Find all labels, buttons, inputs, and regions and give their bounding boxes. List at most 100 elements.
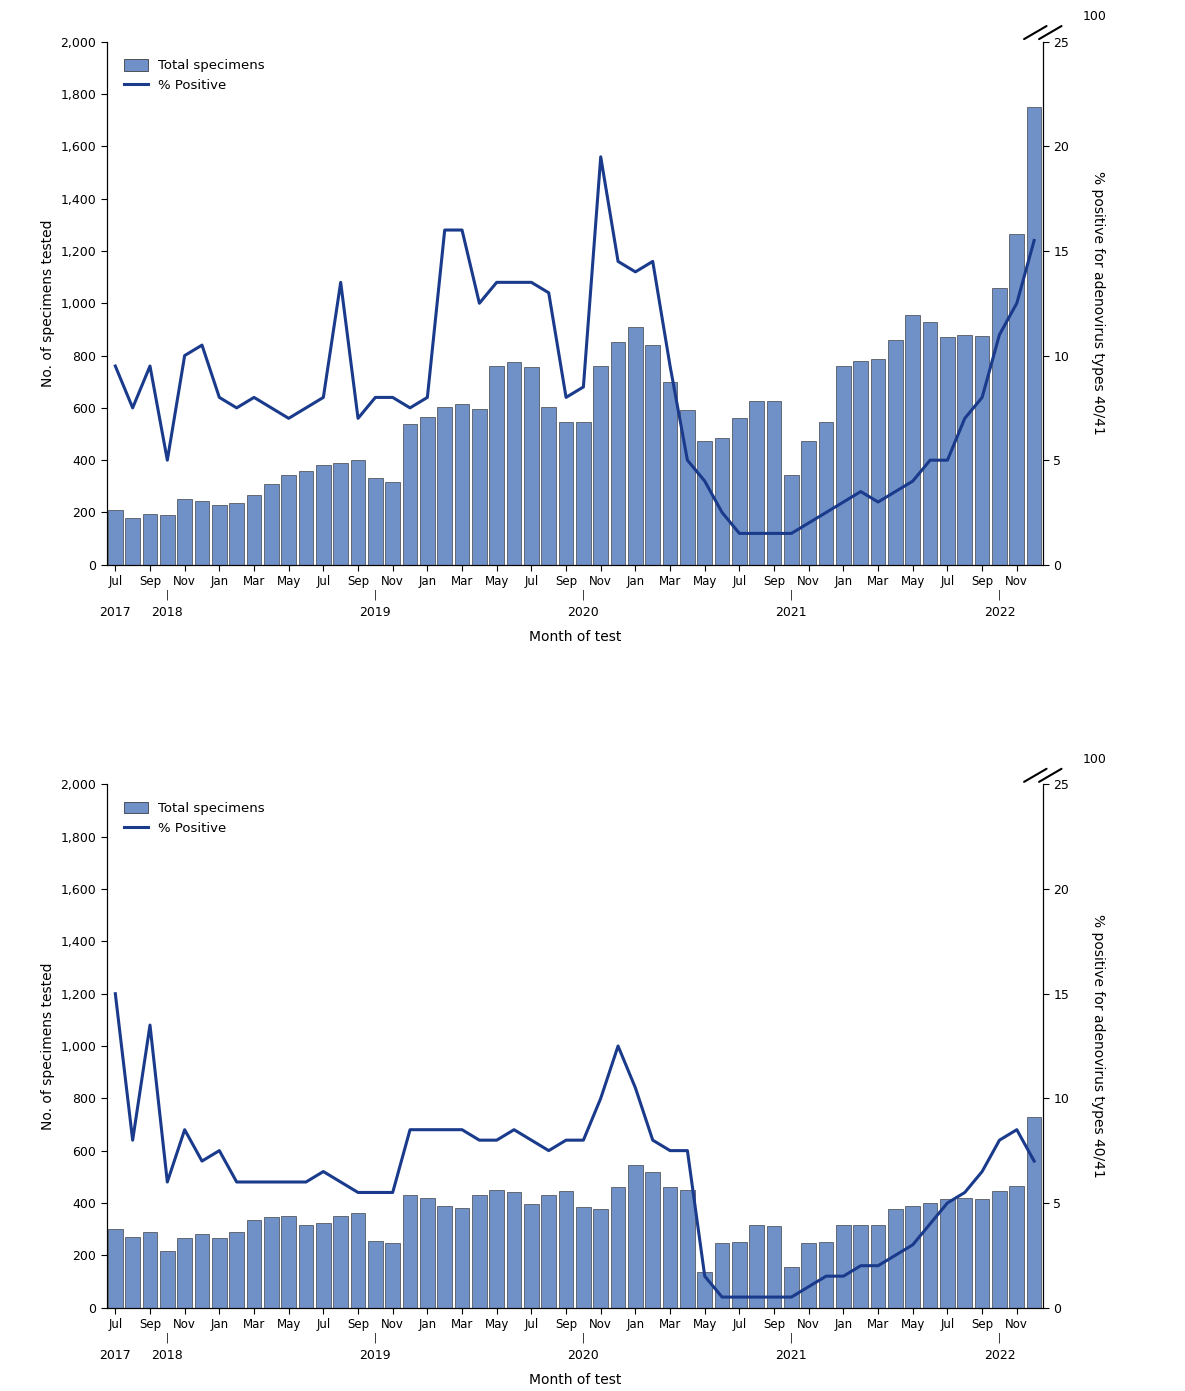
Bar — [749, 1225, 764, 1308]
Bar — [419, 1198, 435, 1308]
Bar — [160, 1252, 174, 1308]
Y-axis label: No. of specimens tested: No. of specimens tested — [40, 220, 55, 387]
Text: B: B — [126, 800, 140, 819]
Bar — [715, 1244, 730, 1308]
Bar — [698, 1273, 712, 1308]
Bar — [403, 424, 417, 565]
Bar — [369, 479, 383, 565]
Text: |: | — [789, 1333, 793, 1344]
Bar — [264, 1217, 278, 1308]
Legend: Total specimens, % Positive: Total specimens, % Positive — [114, 791, 275, 846]
Bar — [281, 474, 296, 565]
Bar — [662, 381, 678, 565]
Bar — [333, 1216, 348, 1308]
Bar — [646, 345, 660, 565]
Bar — [1026, 1117, 1042, 1308]
Text: 2022: 2022 — [984, 1349, 1016, 1362]
Bar — [853, 360, 869, 565]
Bar — [662, 1188, 678, 1308]
Bar — [489, 1189, 504, 1308]
Bar — [1010, 234, 1024, 565]
Text: 100: 100 — [1082, 753, 1107, 766]
Bar — [108, 1230, 123, 1308]
Text: 2019: 2019 — [359, 606, 391, 619]
Bar — [905, 1206, 920, 1308]
Bar — [940, 337, 955, 565]
Y-axis label: No. of specimens tested: No. of specimens tested — [40, 963, 55, 1129]
Bar — [542, 406, 556, 565]
Bar — [594, 366, 608, 565]
Bar — [992, 288, 1007, 565]
Bar — [680, 1189, 694, 1308]
Text: 2019: 2019 — [359, 1349, 391, 1362]
Bar — [558, 423, 574, 565]
Bar — [801, 441, 816, 565]
Bar — [628, 1166, 642, 1308]
Text: 2022: 2022 — [984, 606, 1016, 619]
Bar — [732, 419, 747, 565]
Text: |: | — [998, 1333, 1001, 1344]
Bar — [837, 366, 851, 565]
Bar — [542, 1195, 556, 1308]
Text: |: | — [582, 1333, 585, 1344]
Bar — [715, 438, 730, 565]
Bar — [646, 1171, 660, 1308]
Bar — [385, 1244, 401, 1308]
Bar — [351, 460, 365, 565]
Bar — [178, 1238, 192, 1308]
Bar — [923, 1203, 937, 1308]
Bar — [628, 327, 642, 565]
Bar — [126, 1237, 140, 1308]
Bar — [819, 423, 833, 565]
Bar — [108, 510, 123, 565]
Bar — [299, 1225, 313, 1308]
Text: A: A — [126, 57, 141, 77]
Y-axis label: % positive for adenovirus types 40/41: % positive for adenovirus types 40/41 — [1091, 171, 1106, 435]
Bar — [437, 406, 451, 565]
Bar — [230, 504, 244, 565]
Bar — [194, 501, 210, 565]
Text: 2018: 2018 — [152, 1349, 184, 1362]
Text: 2017: 2017 — [100, 1349, 132, 1362]
Bar — [403, 1195, 417, 1308]
Bar — [888, 339, 903, 565]
Bar — [316, 466, 331, 565]
Legend: Total specimens, % Positive: Total specimens, % Positive — [114, 49, 275, 103]
Bar — [160, 515, 174, 565]
Bar — [784, 474, 799, 565]
Bar — [576, 1207, 591, 1308]
Bar — [126, 517, 140, 565]
Bar — [698, 441, 712, 565]
Text: |: | — [789, 590, 793, 601]
Text: 2020: 2020 — [568, 606, 600, 619]
Bar — [369, 1241, 383, 1308]
Bar — [455, 403, 469, 565]
Bar — [1010, 1187, 1024, 1308]
Bar — [437, 1206, 451, 1308]
Bar — [610, 342, 626, 565]
Bar — [576, 423, 591, 565]
Bar — [419, 417, 435, 565]
Bar — [299, 470, 313, 565]
Bar — [594, 1209, 608, 1308]
Text: 2021: 2021 — [776, 606, 807, 619]
Bar — [801, 1244, 816, 1308]
Bar — [507, 1192, 521, 1308]
Bar — [489, 366, 504, 565]
Bar — [992, 1191, 1007, 1308]
Bar — [455, 1209, 469, 1308]
Text: 2020: 2020 — [568, 1349, 600, 1362]
Bar — [212, 505, 226, 565]
Bar — [957, 1198, 972, 1308]
Bar — [264, 484, 278, 565]
Bar — [333, 463, 348, 565]
Bar — [524, 1205, 539, 1308]
Bar — [142, 1231, 158, 1308]
Bar — [246, 495, 262, 565]
Bar — [767, 402, 781, 565]
Bar — [246, 1220, 262, 1308]
Bar — [316, 1223, 331, 1308]
Bar — [923, 321, 937, 565]
Bar — [558, 1191, 574, 1308]
Bar — [212, 1238, 226, 1308]
